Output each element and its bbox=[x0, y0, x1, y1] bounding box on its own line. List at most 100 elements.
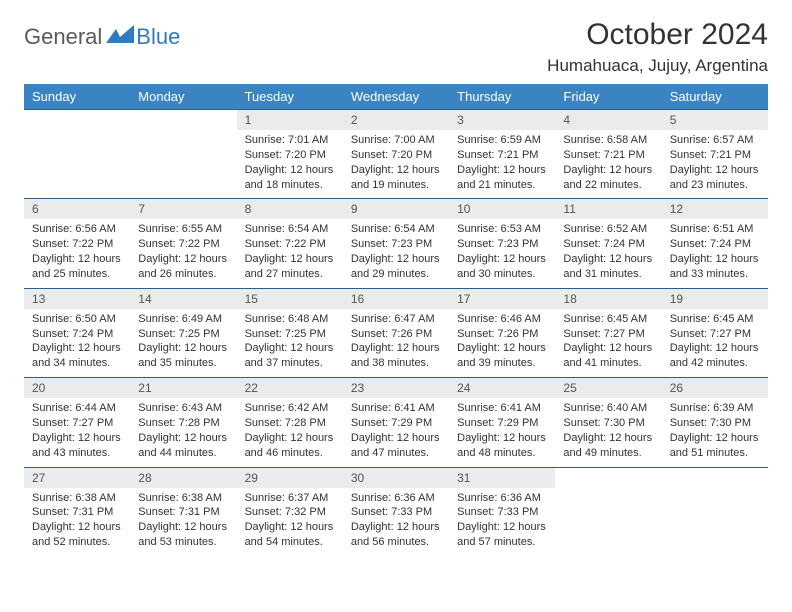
sunrise-line: Sunrise: 6:36 AM bbox=[351, 491, 441, 506]
day-details: Sunrise: 6:43 AMSunset: 7:28 PMDaylight:… bbox=[130, 398, 236, 466]
day-number: 11 bbox=[555, 199, 661, 219]
sunrise-line: Sunrise: 7:00 AM bbox=[351, 133, 441, 148]
calendar-empty-cell bbox=[24, 110, 130, 199]
sunrise-line: Sunrise: 6:39 AM bbox=[670, 401, 760, 416]
day-number: 23 bbox=[343, 378, 449, 398]
day-number: 3 bbox=[449, 110, 555, 130]
sunset-line: Sunset: 7:31 PM bbox=[138, 505, 228, 520]
daylight-line: Daylight: 12 hours and 33 minutes. bbox=[670, 252, 760, 282]
calendar-day-cell: 29Sunrise: 6:37 AMSunset: 7:32 PMDayligh… bbox=[237, 467, 343, 556]
day-details: Sunrise: 6:47 AMSunset: 7:26 PMDaylight:… bbox=[343, 309, 449, 377]
sunrise-line: Sunrise: 6:48 AM bbox=[245, 312, 335, 327]
calendar-day-cell: 18Sunrise: 6:45 AMSunset: 7:27 PMDayligh… bbox=[555, 288, 661, 377]
day-number: 25 bbox=[555, 378, 661, 398]
day-number: 19 bbox=[662, 289, 768, 309]
header: General Blue October 2024 Humahuaca, Juj… bbox=[24, 18, 768, 76]
day-number: 30 bbox=[343, 468, 449, 488]
day-details: Sunrise: 6:52 AMSunset: 7:24 PMDaylight:… bbox=[555, 219, 661, 287]
calendar-day-cell: 20Sunrise: 6:44 AMSunset: 7:27 PMDayligh… bbox=[24, 378, 130, 467]
daylight-line: Daylight: 12 hours and 27 minutes. bbox=[245, 252, 335, 282]
sunrise-line: Sunrise: 6:49 AM bbox=[138, 312, 228, 327]
day-number: 5 bbox=[662, 110, 768, 130]
calendar-day-cell: 16Sunrise: 6:47 AMSunset: 7:26 PMDayligh… bbox=[343, 288, 449, 377]
day-number: 28 bbox=[130, 468, 236, 488]
day-number: 8 bbox=[237, 199, 343, 219]
daylight-line: Daylight: 12 hours and 23 minutes. bbox=[670, 163, 760, 193]
day-details: Sunrise: 6:54 AMSunset: 7:22 PMDaylight:… bbox=[237, 219, 343, 287]
calendar-day-cell: 31Sunrise: 6:36 AMSunset: 7:33 PMDayligh… bbox=[449, 467, 555, 556]
calendar-day-cell: 21Sunrise: 6:43 AMSunset: 7:28 PMDayligh… bbox=[130, 378, 236, 467]
daylight-line: Daylight: 12 hours and 42 minutes. bbox=[670, 341, 760, 371]
sunset-line: Sunset: 7:21 PM bbox=[457, 148, 547, 163]
calendar-day-cell: 2Sunrise: 7:00 AMSunset: 7:20 PMDaylight… bbox=[343, 110, 449, 199]
day-number: 15 bbox=[237, 289, 343, 309]
sunrise-line: Sunrise: 6:47 AM bbox=[351, 312, 441, 327]
calendar-empty-cell bbox=[555, 467, 661, 556]
sunset-line: Sunset: 7:30 PM bbox=[563, 416, 653, 431]
day-details: Sunrise: 6:38 AMSunset: 7:31 PMDaylight:… bbox=[24, 488, 130, 556]
daylight-line: Daylight: 12 hours and 37 minutes. bbox=[245, 341, 335, 371]
day-details: Sunrise: 6:53 AMSunset: 7:23 PMDaylight:… bbox=[449, 219, 555, 287]
calendar-day-cell: 25Sunrise: 6:40 AMSunset: 7:30 PMDayligh… bbox=[555, 378, 661, 467]
day-details: Sunrise: 6:41 AMSunset: 7:29 PMDaylight:… bbox=[449, 398, 555, 466]
sunrise-line: Sunrise: 6:45 AM bbox=[670, 312, 760, 327]
sunset-line: Sunset: 7:29 PM bbox=[351, 416, 441, 431]
day-details: Sunrise: 6:42 AMSunset: 7:28 PMDaylight:… bbox=[237, 398, 343, 466]
day-details: Sunrise: 6:59 AMSunset: 7:21 PMDaylight:… bbox=[449, 130, 555, 198]
day-number: 10 bbox=[449, 199, 555, 219]
daylight-line: Daylight: 12 hours and 57 minutes. bbox=[457, 520, 547, 550]
sunset-line: Sunset: 7:27 PM bbox=[32, 416, 122, 431]
day-details: Sunrise: 6:44 AMSunset: 7:27 PMDaylight:… bbox=[24, 398, 130, 466]
daylight-line: Daylight: 12 hours and 30 minutes. bbox=[457, 252, 547, 282]
calendar-day-cell: 10Sunrise: 6:53 AMSunset: 7:23 PMDayligh… bbox=[449, 199, 555, 288]
day-details: Sunrise: 6:50 AMSunset: 7:24 PMDaylight:… bbox=[24, 309, 130, 377]
calendar-day-cell: 11Sunrise: 6:52 AMSunset: 7:24 PMDayligh… bbox=[555, 199, 661, 288]
calendar-day-cell: 28Sunrise: 6:38 AMSunset: 7:31 PMDayligh… bbox=[130, 467, 236, 556]
sunrise-line: Sunrise: 6:46 AM bbox=[457, 312, 547, 327]
day-number: 26 bbox=[662, 378, 768, 398]
day-details: Sunrise: 6:45 AMSunset: 7:27 PMDaylight:… bbox=[555, 309, 661, 377]
day-details: Sunrise: 6:36 AMSunset: 7:33 PMDaylight:… bbox=[343, 488, 449, 556]
calendar-week-row: 1Sunrise: 7:01 AMSunset: 7:20 PMDaylight… bbox=[24, 110, 768, 199]
day-number: 7 bbox=[130, 199, 236, 219]
day-details: Sunrise: 6:51 AMSunset: 7:24 PMDaylight:… bbox=[662, 219, 768, 287]
daylight-line: Daylight: 12 hours and 48 minutes. bbox=[457, 431, 547, 461]
day-number: 13 bbox=[24, 289, 130, 309]
day-header: Saturday bbox=[662, 84, 768, 110]
calendar-day-cell: 5Sunrise: 6:57 AMSunset: 7:21 PMDaylight… bbox=[662, 110, 768, 199]
daylight-line: Daylight: 12 hours and 35 minutes. bbox=[138, 341, 228, 371]
sunset-line: Sunset: 7:24 PM bbox=[32, 327, 122, 342]
day-details: Sunrise: 6:46 AMSunset: 7:26 PMDaylight:… bbox=[449, 309, 555, 377]
calendar-header-row: SundayMondayTuesdayWednesdayThursdayFrid… bbox=[24, 84, 768, 110]
calendar-day-cell: 14Sunrise: 6:49 AMSunset: 7:25 PMDayligh… bbox=[130, 288, 236, 377]
day-number: 12 bbox=[662, 199, 768, 219]
day-number: 20 bbox=[24, 378, 130, 398]
calendar-day-cell: 24Sunrise: 6:41 AMSunset: 7:29 PMDayligh… bbox=[449, 378, 555, 467]
sunrise-line: Sunrise: 6:37 AM bbox=[245, 491, 335, 506]
day-details: Sunrise: 6:54 AMSunset: 7:23 PMDaylight:… bbox=[343, 219, 449, 287]
logo-swoosh-icon bbox=[106, 25, 134, 50]
sunset-line: Sunset: 7:24 PM bbox=[670, 237, 760, 252]
daylight-line: Daylight: 12 hours and 21 minutes. bbox=[457, 163, 547, 193]
sunset-line: Sunset: 7:25 PM bbox=[138, 327, 228, 342]
sunset-line: Sunset: 7:23 PM bbox=[457, 237, 547, 252]
sunrise-line: Sunrise: 6:56 AM bbox=[32, 222, 122, 237]
sunrise-line: Sunrise: 6:54 AM bbox=[351, 222, 441, 237]
day-header: Sunday bbox=[24, 84, 130, 110]
day-number: 29 bbox=[237, 468, 343, 488]
sunset-line: Sunset: 7:33 PM bbox=[351, 505, 441, 520]
day-details: Sunrise: 6:36 AMSunset: 7:33 PMDaylight:… bbox=[449, 488, 555, 556]
sunset-line: Sunset: 7:21 PM bbox=[670, 148, 760, 163]
sunrise-line: Sunrise: 6:41 AM bbox=[351, 401, 441, 416]
daylight-line: Daylight: 12 hours and 54 minutes. bbox=[245, 520, 335, 550]
daylight-line: Daylight: 12 hours and 34 minutes. bbox=[32, 341, 122, 371]
day-details: Sunrise: 6:39 AMSunset: 7:30 PMDaylight:… bbox=[662, 398, 768, 466]
calendar-day-cell: 15Sunrise: 6:48 AMSunset: 7:25 PMDayligh… bbox=[237, 288, 343, 377]
sunset-line: Sunset: 7:22 PM bbox=[245, 237, 335, 252]
sunrise-line: Sunrise: 6:44 AM bbox=[32, 401, 122, 416]
day-details: Sunrise: 6:56 AMSunset: 7:22 PMDaylight:… bbox=[24, 219, 130, 287]
calendar-day-cell: 13Sunrise: 6:50 AMSunset: 7:24 PMDayligh… bbox=[24, 288, 130, 377]
sunrise-line: Sunrise: 6:58 AM bbox=[563, 133, 653, 148]
day-details: Sunrise: 6:49 AMSunset: 7:25 PMDaylight:… bbox=[130, 309, 236, 377]
daylight-line: Daylight: 12 hours and 49 minutes. bbox=[563, 431, 653, 461]
